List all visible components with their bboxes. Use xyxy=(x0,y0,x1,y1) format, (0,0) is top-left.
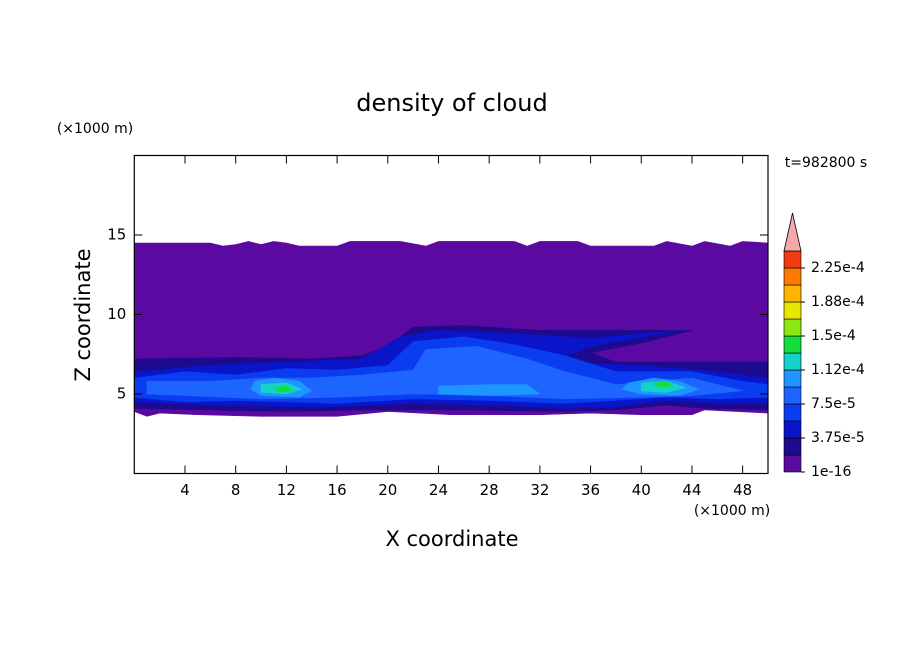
x-tick-label: 20 xyxy=(378,481,397,499)
x-unit: (×1000 m) xyxy=(694,503,770,519)
x-tick-label: 44 xyxy=(682,481,701,499)
time-label: t=982800 s xyxy=(785,155,867,171)
colorbar-extend xyxy=(783,212,802,252)
x-tick-label: 48 xyxy=(733,481,752,499)
y-tick-label: 15 xyxy=(107,226,126,244)
colorbar-tick-label: 1.12e-4 xyxy=(811,362,865,378)
colorbar-band xyxy=(783,420,802,439)
x-tick-label: 32 xyxy=(530,481,549,499)
x-tick-label: 12 xyxy=(277,481,296,499)
colorbar-band xyxy=(783,454,802,473)
x-tick-label: 24 xyxy=(429,481,448,499)
contour-region xyxy=(438,384,541,396)
colorbar-band xyxy=(783,386,802,405)
colorbar-band xyxy=(783,403,802,422)
colorbar-band xyxy=(783,284,802,303)
colorbar-tick-label: 1e-16 xyxy=(811,464,851,480)
x-tick-label: 16 xyxy=(328,481,347,499)
colorbar-band xyxy=(783,250,802,269)
x-tick-label: 8 xyxy=(231,481,241,499)
colorbar-band xyxy=(783,352,802,371)
colorbar-tick-label: 2.25e-4 xyxy=(811,260,865,276)
contour-region xyxy=(653,381,674,388)
y-tick-label: 10 xyxy=(107,305,126,323)
y-axis-label: Z coordinate xyxy=(71,248,95,381)
contour-region xyxy=(272,385,294,393)
colorbar-band xyxy=(783,335,802,354)
colorbar-tick-label: 1.5e-4 xyxy=(811,328,856,344)
y-unit: (×1000 m) xyxy=(57,121,133,137)
contour-region xyxy=(640,380,687,393)
colorbar-tick-label: 1.88e-4 xyxy=(811,294,865,310)
x-tick-label: 40 xyxy=(632,481,651,499)
colorbar-band xyxy=(783,267,802,286)
colorbar-tick-label: 3.75e-5 xyxy=(811,430,865,446)
colorbar-band xyxy=(783,301,802,320)
colorbar-band xyxy=(783,318,802,337)
colorbar-tick-label: 7.5e-5 xyxy=(811,396,856,412)
x-tick-label: 36 xyxy=(581,481,600,499)
y-tick-label: 5 xyxy=(117,385,127,403)
chart-title: density of cloud xyxy=(356,89,547,117)
x-tick-label: 28 xyxy=(480,481,499,499)
x-axis-label: X coordinate xyxy=(385,527,518,551)
colorbar-band xyxy=(783,437,802,456)
colorbar-band xyxy=(783,369,802,388)
x-tick-label: 4 xyxy=(180,481,190,499)
